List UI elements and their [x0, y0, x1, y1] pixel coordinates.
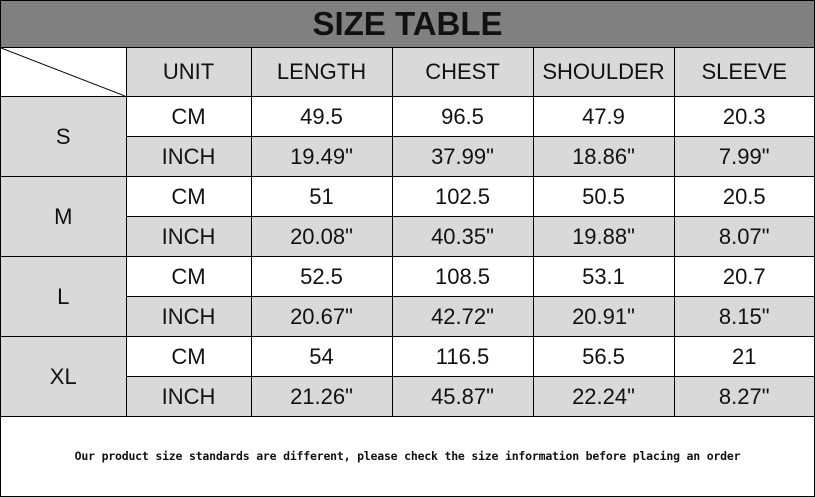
value-cell: 56.5 [532, 336, 675, 377]
value-cell: 54 [250, 336, 393, 377]
size-label: S [1, 96, 127, 177]
table-title: SIZE TABLE [1, 1, 814, 48]
table-row: INCH 20.67" 42.72" 20.91" 8.15" [1, 296, 814, 337]
table-row: S CM 49.5 96.5 47.9 20.3 [1, 96, 814, 177]
value-cell: 116.5 [391, 336, 534, 377]
unit-cell: INCH [126, 376, 252, 417]
value-cell: 52.5 [250, 256, 393, 297]
size-label: L [1, 256, 127, 337]
value-cell: 53.1 [532, 256, 675, 297]
value-cell: 8.27" [673, 376, 814, 417]
table-row: INCH 20.08" 40.35" 19.88" 8.07" [1, 216, 814, 257]
value-cell: 20.08" [250, 216, 393, 257]
value-cell: 49.5 [250, 96, 393, 137]
size-note: Our product size standards are different… [74, 449, 741, 463]
value-cell: 19.49" [250, 136, 393, 177]
table-row: L CM 52.5 108.5 53.1 20.7 [1, 256, 814, 337]
value-cell: 37.99" [391, 136, 534, 177]
value-cell: 20.3 [673, 96, 814, 137]
header-unit: UNIT [125, 48, 252, 97]
diagonal-line-icon [1, 48, 125, 96]
value-cell: 20.67" [250, 296, 393, 337]
value-cell: 108.5 [391, 256, 534, 297]
value-cell: 40.35" [391, 216, 534, 257]
value-cell: 96.5 [391, 96, 534, 137]
table-row: XL CM 54 116.5 56.5 21 [1, 336, 814, 417]
value-cell: 102.5 [391, 176, 534, 217]
value-cell: 19.88" [532, 216, 675, 257]
table-row: M CM 51 102.5 50.5 20.5 [1, 176, 814, 257]
unit-cell: INCH [126, 136, 252, 177]
unit-cell: CM [125, 336, 252, 377]
value-cell: 21 [673, 336, 814, 377]
value-cell: 22.24" [532, 376, 675, 417]
value-cell: 20.91" [532, 296, 675, 337]
value-cell: 42.72" [391, 296, 534, 337]
value-cell: 7.99" [673, 136, 814, 177]
table-row: INCH 21.26" 45.87" 22.24" 8.27" [1, 376, 814, 417]
value-cell: 18.86" [532, 136, 675, 177]
unit-cell: CM [125, 176, 252, 217]
value-cell: 47.9 [532, 96, 675, 137]
unit-cell: INCH [126, 216, 252, 257]
header-shoulder: SHOULDER [532, 48, 675, 97]
value-cell: 21.26" [250, 376, 393, 417]
unit-cell: INCH [126, 296, 252, 337]
value-cell: 20.7 [673, 256, 814, 297]
value-cell: 8.07" [673, 216, 814, 257]
header-chest: CHEST [391, 48, 534, 97]
unit-cell: CM [125, 256, 252, 297]
value-cell: 50.5 [532, 176, 675, 217]
value-cell: 45.87" [391, 376, 534, 417]
value-cell: 8.15" [673, 296, 814, 337]
unit-cell: CM [125, 96, 252, 137]
header-length: LENGTH [250, 48, 393, 97]
size-label: XL [1, 336, 127, 417]
value-cell: 20.5 [673, 176, 814, 217]
size-table: UNIT LENGTH CHEST SHOULDER SLEEVE S CM 49.… [1, 48, 814, 417]
value-cell: 51 [250, 176, 393, 217]
header-row: UNIT LENGTH CHEST SHOULDER SLEEVE [1, 48, 814, 97]
table-row: INCH 19.49" 37.99" 18.86" 7.99" [1, 136, 814, 177]
header-sleeve: SLEEVE [673, 48, 814, 97]
diagonal-corner-cell [1, 48, 127, 97]
size-label: M [1, 176, 127, 257]
